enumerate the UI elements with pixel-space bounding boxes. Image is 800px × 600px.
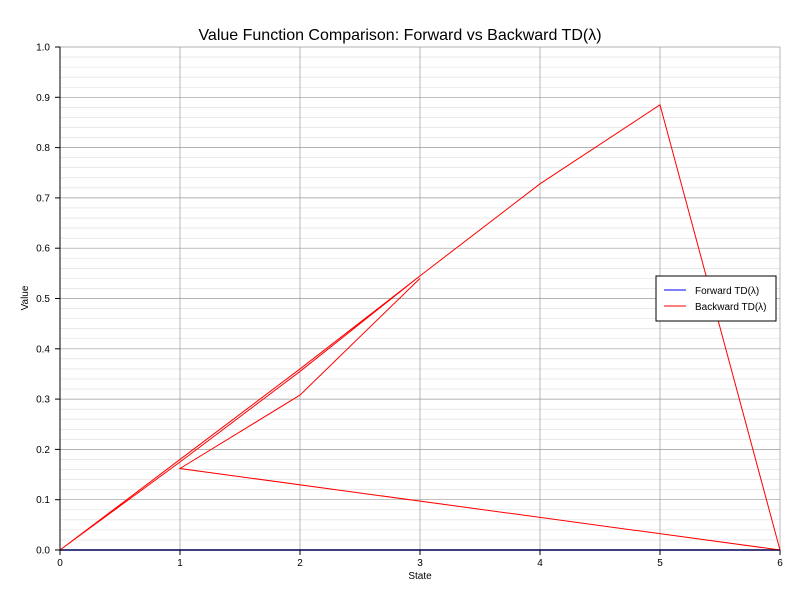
x-tick-label: 1	[177, 558, 183, 569]
y-tick-label: 0.5	[36, 294, 50, 305]
y-tick-label: 0.8	[36, 143, 50, 154]
x-tick-label: 3	[417, 558, 423, 569]
y-axis-ticks: 0.0 0.1 0.2 0.3 0.4 0.5 0.6 0.7 0.8 0.9 1.0	[36, 43, 60, 557]
y-axis-label: Value	[20, 285, 31, 310]
y-tick-label: 0.9	[36, 93, 50, 104]
chart-title: Value Function Comparison: Forward vs Ba…	[198, 27, 601, 44]
legend-label-forward: Forward TD(λ)	[695, 286, 759, 297]
x-axis-label: State	[408, 571, 432, 582]
legend-label-backward: Backward TD(λ)	[695, 302, 767, 313]
x-axis-ticks: 0 1 2 3 4 5 6	[57, 550, 783, 569]
x-tick-label: 4	[537, 558, 543, 569]
x-tick-label: 5	[657, 558, 663, 569]
major-grid	[59, 46, 781, 551]
y-tick-label: 0.4	[36, 344, 50, 355]
y-tick-label: 0.6	[36, 244, 50, 255]
x-tick-label: 6	[777, 558, 783, 569]
x-tick-label: 2	[297, 558, 303, 569]
y-tick-label: 0.7	[36, 193, 50, 204]
legend-box	[655, 275, 777, 322]
y-tick-label: 0.3	[36, 395, 50, 406]
series-line-backward	[59, 104, 781, 551]
y-tick-label: 1.0	[36, 43, 50, 54]
y-tick-label: 0.0	[36, 546, 50, 557]
legend: Forward TD(λ) Backward TD(λ)	[655, 275, 777, 322]
x-tick-label: 0	[57, 558, 63, 569]
y-tick-label: 0.2	[36, 445, 50, 456]
y-tick-label: 0.1	[36, 495, 50, 506]
